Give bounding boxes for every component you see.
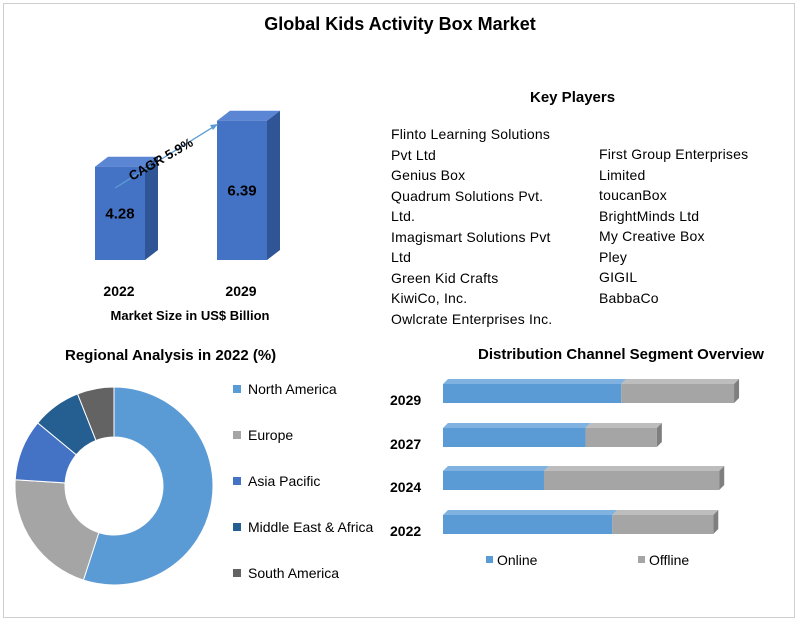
distribution-legend: Online Offline [486, 552, 689, 568]
bar-top-online [443, 379, 627, 384]
donut-slice-north-america [82, 386, 214, 586]
regional-legend-item: South America [233, 563, 339, 583]
cagr-arrow [114, 123, 219, 189]
bar-top-2022 [95, 156, 158, 167]
regional-legend-item: Middle East & Africa [233, 517, 373, 537]
key-player-line: Pley [599, 248, 628, 265]
legend-swatch [233, 477, 241, 485]
bar-side-2022 [145, 156, 158, 260]
legend-swatch [233, 431, 241, 439]
key-player-line: Limited [599, 166, 646, 183]
distribution-title: Distribution Channel Segment Overview [478, 346, 764, 363]
key-player-line: My Creative Box [599, 228, 705, 244]
bar-offline-2027 [585, 428, 657, 447]
key-player-line: Flinto Learning Solutions [391, 126, 551, 142]
bar-value-label: 6.39 [227, 182, 256, 199]
legend-label: Offline [649, 552, 689, 568]
category-label: 2029 [390, 392, 421, 408]
bar-side [713, 510, 719, 534]
category-label: 2022 [103, 283, 134, 299]
donut-slices [14, 386, 214, 586]
cagr-arrowhead [210, 124, 218, 130]
bar-2029 [217, 120, 267, 260]
bar-offline-2022 [612, 515, 714, 534]
legend-label: North America [248, 381, 337, 397]
legend-swatch [233, 523, 241, 531]
legend-swatch [486, 556, 493, 563]
legend-swatch [638, 556, 645, 563]
key-player-line: Imagismart Solutions Pvt [391, 228, 551, 245]
key-player-line: Ltd [391, 249, 412, 265]
legend-swatch [233, 385, 241, 393]
bar-top-offline [585, 423, 662, 428]
donut-slice-europe [14, 479, 100, 581]
donut-slice-south-america [76, 386, 115, 442]
bar-top-offline [543, 466, 725, 471]
key-player-line: GIGIL [599, 269, 638, 285]
bar-top-online [443, 510, 618, 515]
regional-legend-item: Europe [233, 425, 293, 445]
key-player-line: KiwiCo, Inc. [391, 290, 468, 306]
legend-label: Online [497, 552, 538, 568]
bar-offline-2029 [621, 384, 735, 403]
bar-side [719, 466, 725, 490]
page-title: Global Kids Activity Box Market [264, 14, 536, 34]
key-player-line: Owlcrate Enterprises Inc. [391, 310, 553, 327]
bar-offline-2024 [543, 471, 720, 490]
bar-online-2024 [443, 471, 544, 490]
category-label: 2027 [390, 436, 421, 452]
market-size-chart: 4.28 2022 6.39 2029 CAGR 5.9% Market Size i… [95, 110, 280, 323]
key-player-line: BabbaCo [599, 289, 659, 306]
legend-label: South America [248, 565, 340, 581]
key-player-line: toucanBox [599, 187, 667, 203]
figure-frame [3, 3, 795, 618]
bar-online-2029 [443, 384, 622, 403]
regional-legend-item: North America [233, 379, 337, 399]
category-label: 2024 [390, 479, 421, 495]
bar-top-online [443, 466, 549, 471]
regional-donut-chart [14, 386, 214, 586]
bar-top-offline [612, 510, 719, 515]
bar-value-label: 4.28 [105, 205, 134, 222]
legend-label: Asia Pacific [248, 473, 321, 489]
legend-label: Europe [248, 427, 294, 443]
bar-2022 [95, 166, 145, 260]
cagr-annotation: CAGR 5.9% [114, 123, 219, 189]
key-players-heading: Key Players [530, 89, 616, 106]
bar-top-offline [621, 379, 740, 384]
legend-swatch [233, 569, 241, 577]
key-players-column-1: Flinto Learning Solutions Pvt Ltd Genius B… [391, 124, 552, 329]
key-player-line: Quadrum Solutions Pvt. [391, 187, 544, 204]
regional-title: Regional Analysis in 2022 (%) [65, 347, 277, 364]
key-player-line: BrightMinds Ltd [599, 207, 700, 224]
key-player-line: Ltd. [391, 208, 416, 224]
key-player-line: Pvt Ltd [391, 146, 436, 163]
key-player-line: Green Kid Crafts [391, 269, 499, 286]
key-player-line: Genius Box [391, 167, 466, 183]
bar-side [656, 423, 662, 447]
regional-legend-item: Asia Pacific [233, 471, 320, 491]
bar-side [734, 379, 740, 403]
market-size-bars: 4.28 2022 6.39 2029 [95, 110, 280, 299]
distribution-chart: 2029 2027 2024 2022 Online Offline [390, 379, 740, 568]
key-player-line: First Group Enterprises [599, 146, 749, 162]
distribution-bars: 2029 2027 2024 2022 [390, 379, 740, 539]
bar-online-2022 [443, 515, 613, 534]
category-label: 2022 [390, 523, 421, 539]
category-label: 2029 [225, 283, 256, 299]
bar-side-2029 [267, 110, 280, 260]
bar-top-online [443, 423, 591, 428]
bar-online-2027 [443, 428, 586, 447]
legend-label: Middle East & Africa [248, 519, 374, 535]
bar-top-2029 [217, 110, 280, 121]
market-size-axis-label: Market Size in US$ Billion [111, 308, 270, 323]
key-players-column-2: First Group Enterprises Limited toucanBox B… [599, 144, 748, 308]
